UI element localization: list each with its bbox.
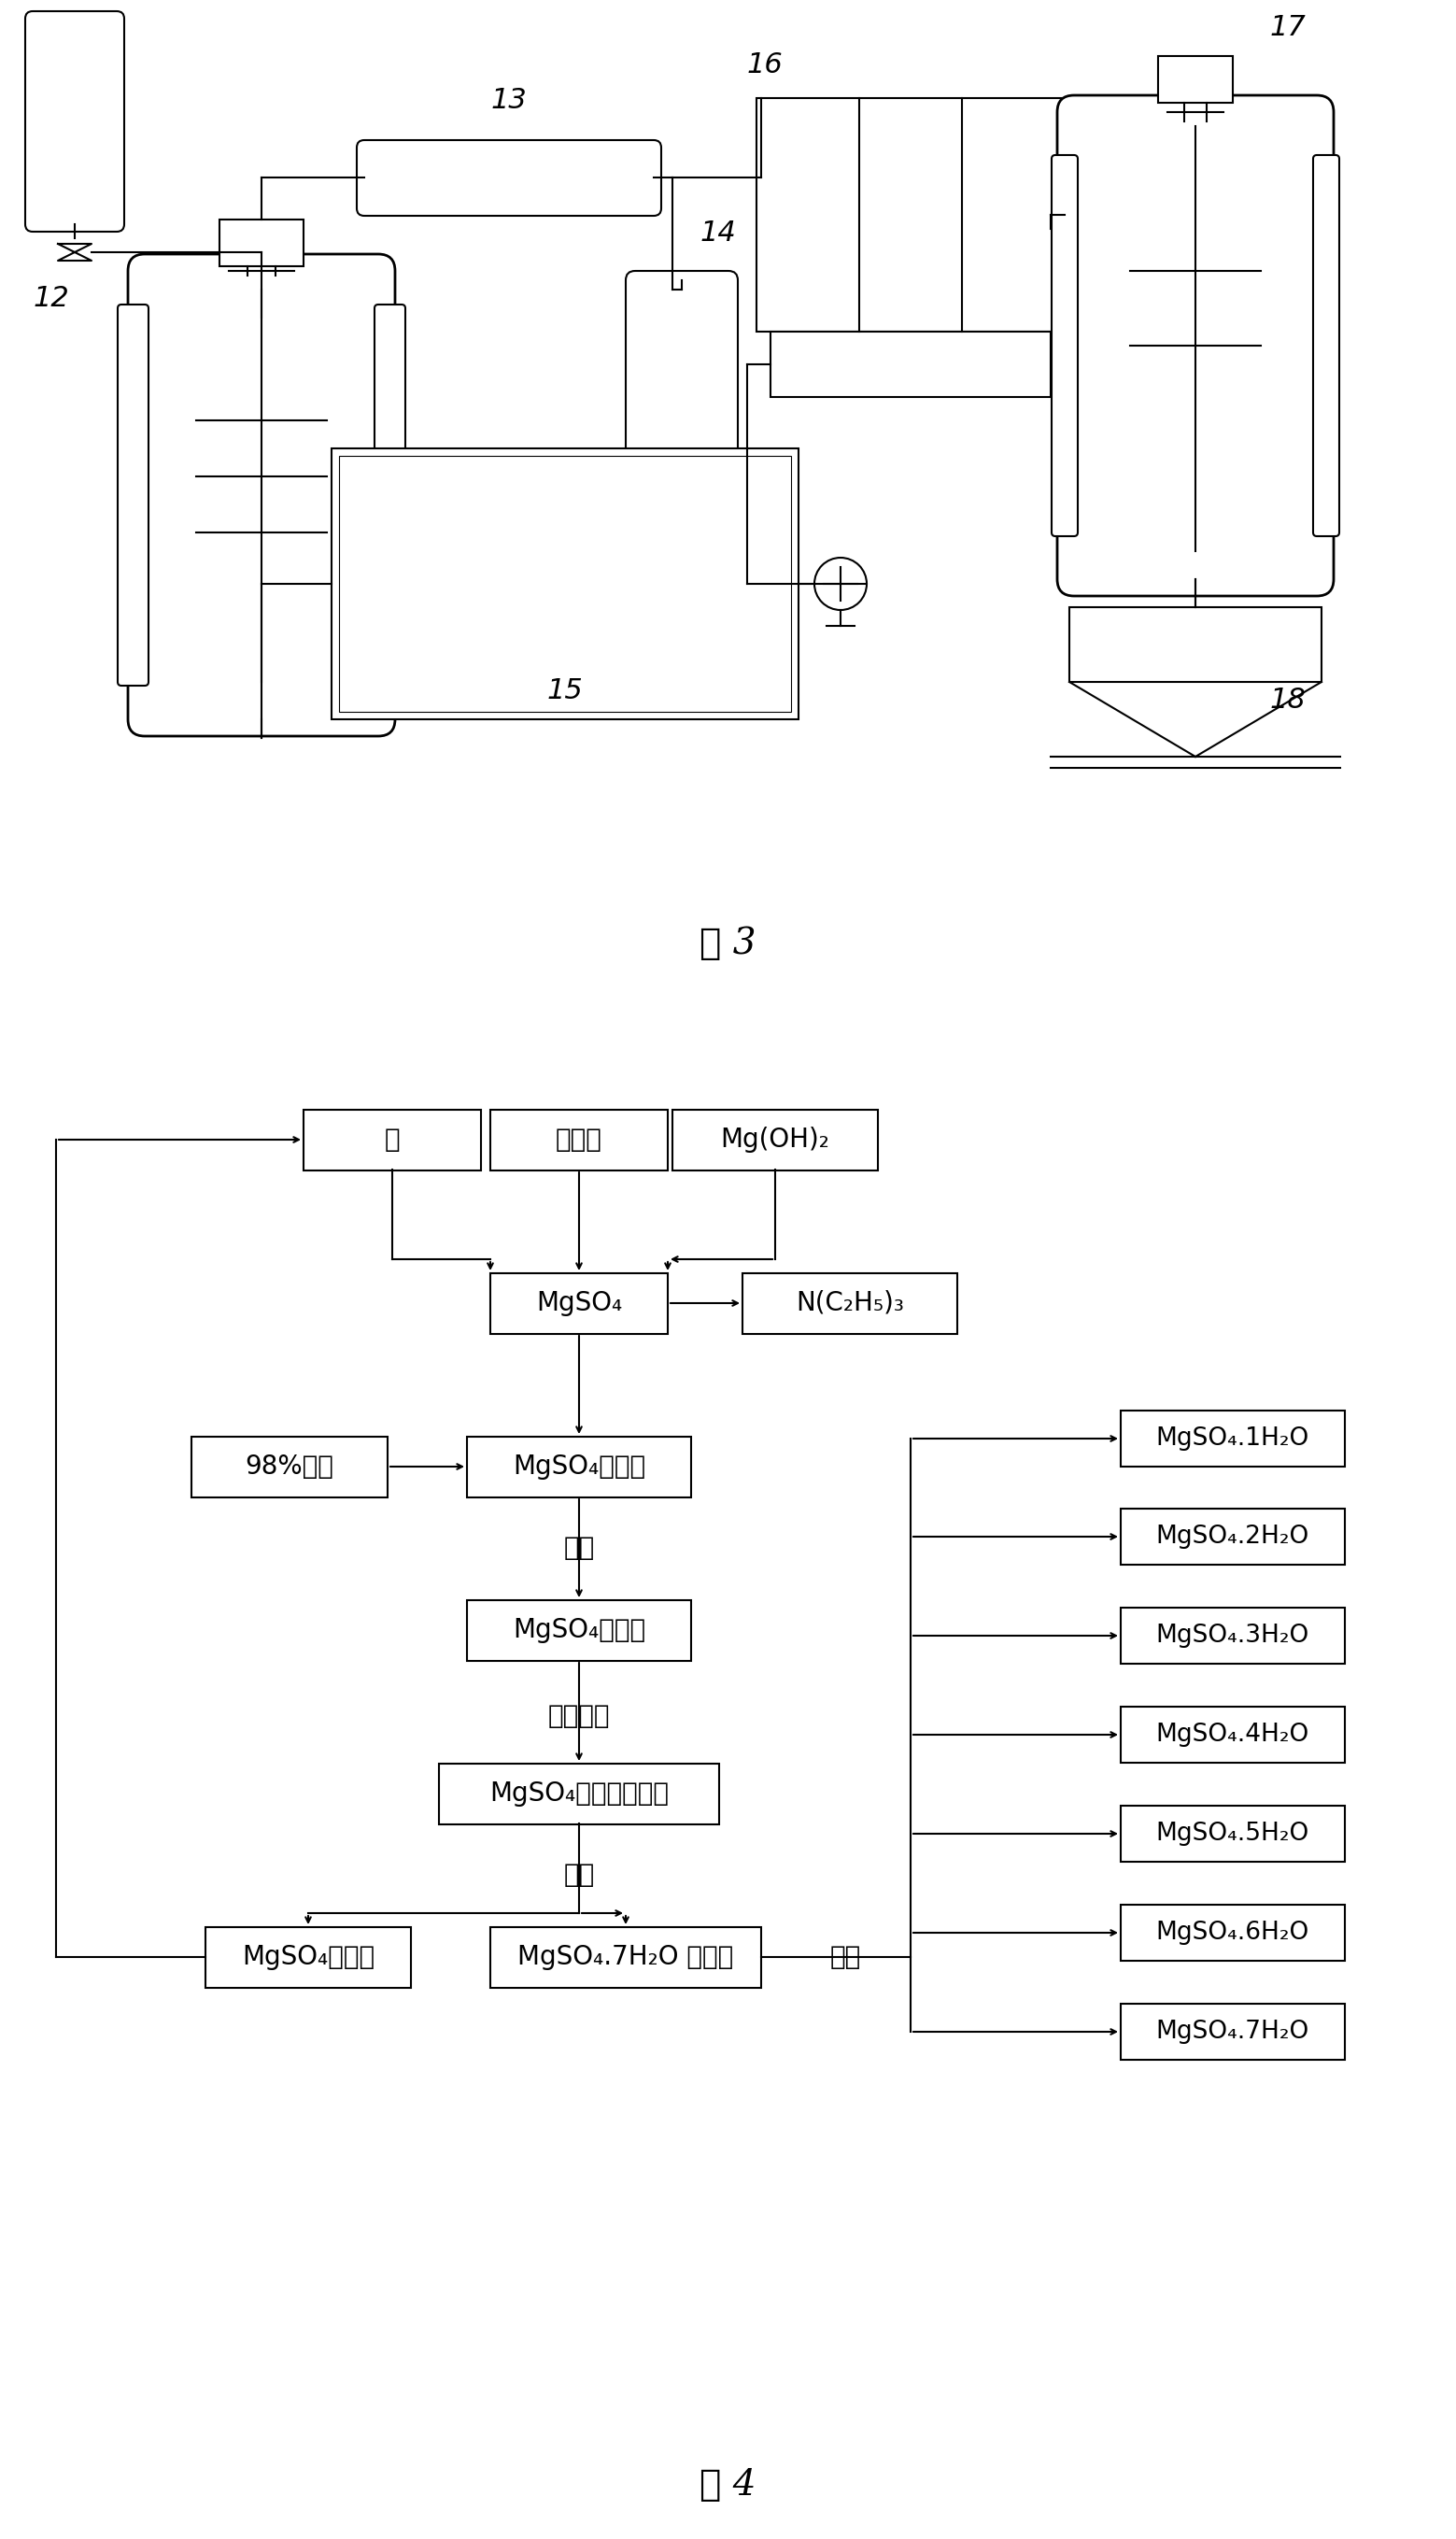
- FancyBboxPatch shape: [1051, 155, 1077, 536]
- Text: MgSO₄.1H₂O: MgSO₄.1H₂O: [1156, 1427, 1309, 1450]
- Bar: [1069, 607, 1322, 683]
- Text: MgSO₄: MgSO₄: [536, 1290, 622, 1315]
- Text: 水: 水: [384, 1127, 400, 1153]
- Text: 14: 14: [700, 221, 737, 246]
- Text: MgSO₄饱和液: MgSO₄饱和液: [513, 1617, 645, 1643]
- Bar: [743, 1272, 957, 1333]
- FancyBboxPatch shape: [626, 272, 738, 477]
- Text: MgSO₄.6H₂O: MgSO₄.6H₂O: [1156, 1919, 1309, 1945]
- Text: 98%硫酸: 98%硫酸: [245, 1452, 333, 1480]
- Bar: [1121, 1508, 1345, 1564]
- Text: 压滤: 压滤: [563, 1534, 594, 1561]
- FancyBboxPatch shape: [118, 305, 149, 686]
- Bar: [491, 1927, 761, 1988]
- Bar: [1121, 1607, 1345, 1663]
- Text: 降温结晶: 降温结晶: [547, 1704, 610, 1729]
- Bar: [1121, 1805, 1345, 1861]
- Bar: [1121, 1412, 1345, 1468]
- Text: 图 3: 图 3: [699, 927, 756, 960]
- FancyBboxPatch shape: [1313, 155, 1340, 536]
- Text: 11: 11: [0, 0, 36, 5]
- FancyBboxPatch shape: [1057, 96, 1334, 597]
- Text: MgSO₄.4H₂O: MgSO₄.4H₂O: [1156, 1721, 1309, 1747]
- Bar: [757, 99, 1064, 333]
- Text: MgSO₄晶体及水溶液: MgSO₄晶体及水溶液: [489, 1780, 668, 1808]
- Text: 16: 16: [747, 51, 783, 79]
- Text: MgSO₄.5H₂O: MgSO₄.5H₂O: [1156, 1820, 1309, 1846]
- Text: 18: 18: [1270, 688, 1306, 713]
- Text: 13: 13: [491, 86, 527, 114]
- Text: MgSO₄.7H₂O 结晶体: MgSO₄.7H₂O 结晶体: [518, 1945, 734, 1970]
- Text: MgSO₄.7H₂O: MgSO₄.7H₂O: [1156, 2019, 1309, 2044]
- Bar: [438, 1765, 719, 1826]
- Bar: [491, 1272, 668, 1333]
- Circle shape: [814, 559, 866, 609]
- Bar: [1121, 1706, 1345, 1762]
- Bar: [673, 1110, 878, 1170]
- Text: MgSO₄.3H₂O: MgSO₄.3H₂O: [1156, 1622, 1309, 1648]
- Bar: [1121, 1904, 1345, 1960]
- Bar: [1121, 2003, 1345, 2059]
- Text: MgSO₄水溶液: MgSO₄水溶液: [242, 1945, 374, 1970]
- Text: 17: 17: [1270, 15, 1306, 41]
- Bar: [467, 1600, 692, 1661]
- Text: 15: 15: [547, 678, 582, 706]
- Bar: [332, 449, 798, 719]
- Text: N(C₂H₅)₃: N(C₂H₅)₃: [796, 1290, 904, 1315]
- Bar: [339, 457, 791, 711]
- Text: MgSO₄.2H₂O: MgSO₄.2H₂O: [1156, 1523, 1309, 1549]
- Bar: [491, 1110, 668, 1170]
- Bar: [205, 1927, 411, 1988]
- FancyBboxPatch shape: [128, 254, 395, 736]
- FancyBboxPatch shape: [25, 10, 124, 231]
- Text: 图 4: 图 4: [699, 2468, 756, 2501]
- Bar: [467, 1437, 692, 1498]
- Text: 离心: 离心: [563, 1861, 594, 1889]
- Bar: [303, 1110, 480, 1170]
- FancyBboxPatch shape: [374, 305, 405, 686]
- Text: Mg(OH)₂: Mg(OH)₂: [721, 1127, 830, 1153]
- Bar: [1158, 56, 1233, 102]
- Text: 烘干: 烘干: [830, 1945, 860, 1970]
- Bar: [770, 333, 1051, 396]
- FancyBboxPatch shape: [357, 140, 661, 216]
- Bar: [220, 218, 303, 267]
- Text: 12: 12: [33, 284, 70, 312]
- Text: MgSO₄饱和液: MgSO₄饱和液: [513, 1452, 645, 1480]
- Bar: [191, 1437, 387, 1498]
- Text: 废硫酸: 废硫酸: [556, 1127, 603, 1153]
